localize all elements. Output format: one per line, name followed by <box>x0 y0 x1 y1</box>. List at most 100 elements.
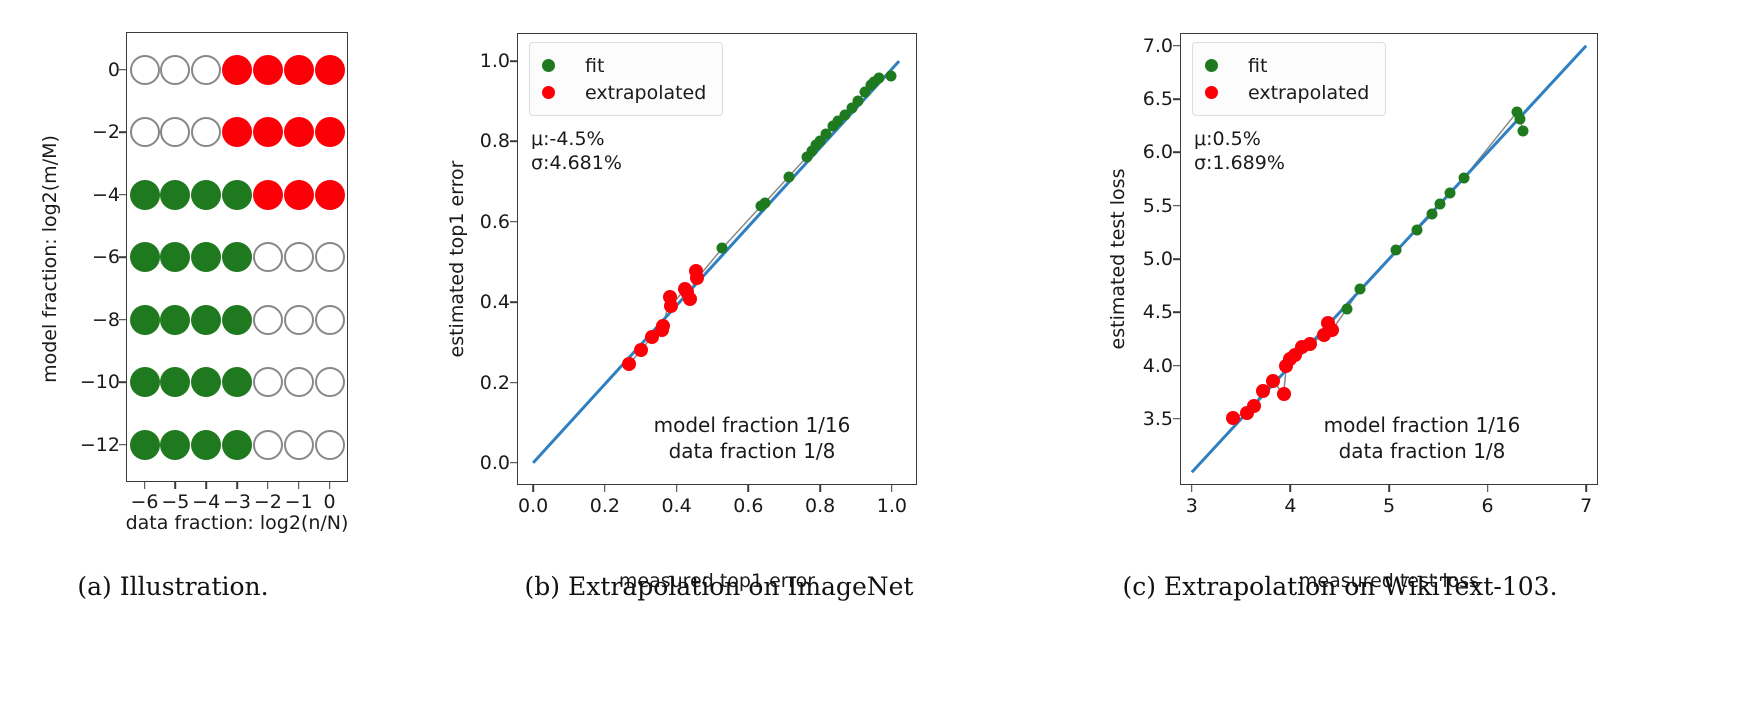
ytick-mark <box>1173 204 1180 207</box>
scatter-point-extrapolated <box>656 318 671 333</box>
illustration-cell-empty <box>283 429 314 460</box>
xtick-label: 5 <box>1382 495 1396 517</box>
illustration-cell-empty <box>314 367 345 397</box>
illustration-cell-red <box>222 54 252 85</box>
illustration-cell-empty <box>191 54 222 85</box>
xtick-label: −2 <box>253 491 282 513</box>
scatter-point-fit <box>820 128 832 140</box>
panel-b-annotation: model fraction 1/16 data fraction 1/8 <box>622 412 882 464</box>
ytick-label: 5.5 <box>1142 194 1173 217</box>
illustration-cell-green <box>129 304 160 335</box>
ytick-label: 5.0 <box>1142 248 1173 270</box>
illustration-cell-green <box>160 367 191 397</box>
illustration-cell-green <box>191 179 222 210</box>
xtick-mark <box>532 485 534 492</box>
panel-c-legend-row-fit: fit <box>1205 52 1369 79</box>
xtick-mark <box>747 485 750 492</box>
xtick-label: 1.0 <box>876 495 907 517</box>
xtick-label: 6 <box>1481 495 1494 517</box>
scatter-point-fit <box>827 120 839 132</box>
panel-a-illustration: model fraction: log2(m/M) data fraction:… <box>0 0 400 726</box>
scatter-point-extrapolated <box>633 343 648 358</box>
illustration-cell-empty <box>314 242 345 272</box>
xtick-mark <box>328 482 331 489</box>
ytick-mark <box>510 462 517 464</box>
illustration-cell-green <box>191 367 222 397</box>
panel-b-xtick-group: 0.0 0.2 0.4 0.6 0.8 1.0 <box>517 495 917 523</box>
scatter-point-fit <box>1444 187 1456 199</box>
panel-b-xtickmark-group <box>517 485 917 493</box>
panel-c-legend-label-extrapolated: extrapolated <box>1248 81 1370 104</box>
ytick-label: −6 <box>91 246 120 268</box>
ytick-label: −8 <box>91 308 120 331</box>
ytick-label: 0.2 <box>479 371 510 394</box>
illustration-cell-green <box>160 429 191 460</box>
panel-c-xlabel: measured test loss <box>1298 570 1480 592</box>
xtick-mark <box>143 482 146 489</box>
panel-b-annotation-line-2: data fraction 1/8 <box>668 439 836 463</box>
illustration-cell-green <box>222 179 252 210</box>
scatter-point-fit <box>1514 113 1526 125</box>
scatter-point-fit <box>1426 208 1438 220</box>
scatter-point-fit <box>1411 224 1423 236</box>
fit-marker-icon <box>542 59 555 72</box>
scatter-point-extrapolated <box>690 271 705 286</box>
xtick-label: 0.0 <box>518 495 549 517</box>
scatter-point-fit <box>1434 198 1446 210</box>
panel-c-xtickmark-group <box>1180 485 1598 493</box>
ytick-label: 0.8 <box>479 130 510 153</box>
illustration-cell-empty <box>160 54 191 85</box>
xtick-mark <box>819 485 821 492</box>
illustration-cell-green <box>160 242 191 272</box>
scatter-point-extrapolated <box>1276 387 1291 402</box>
scatter-point-fit <box>1511 106 1523 118</box>
illustration-cell-green <box>222 304 252 335</box>
xtick-label: −4 <box>192 491 221 513</box>
ytick-mark <box>1173 151 1180 154</box>
xtick-mark <box>1191 485 1193 492</box>
illustration-cell-green <box>222 367 252 397</box>
illustration-cell-empty <box>283 304 314 335</box>
ytick-mark <box>119 193 126 196</box>
scatter-point-fit <box>846 102 858 114</box>
panel-c-stat-mu: μ:0.5% <box>1194 128 1261 150</box>
extrapolated-marker-icon <box>1205 86 1218 99</box>
illustration-cell-green <box>129 179 160 210</box>
ytick-label: −4 <box>91 183 120 206</box>
panel-c-xtick-group: 3 4 5 6 7 <box>1180 495 1598 523</box>
illustration-cell-green <box>191 242 222 272</box>
panel-b-stat-sigma: σ:4.681% <box>531 152 622 175</box>
xtick-mark <box>205 482 207 489</box>
panel-b-stat-mu: μ:-4.5% <box>531 128 605 150</box>
xtick-label: 0.2 <box>589 495 620 517</box>
xtick-mark <box>267 482 269 489</box>
scatter-point-fit <box>783 171 795 183</box>
illustration-cell-red <box>283 117 314 147</box>
subcaption-b: (b) Extrapolation on ImageNet <box>524 572 914 601</box>
panel-b-imagenet: estimated top1 error measured top1 error… <box>400 0 980 726</box>
ytick-label: 4.5 <box>1142 301 1173 324</box>
panel-c-wikitext: estimated test loss measured test loss 3… <box>980 0 1760 726</box>
illustration-cell-green <box>160 304 191 335</box>
panel-c-legend-row-extrapolated: extrapolated <box>1205 79 1369 106</box>
ytick-mark <box>1173 418 1180 420</box>
panel-c-annotation-line-1: model fraction 1/16 <box>1323 413 1521 437</box>
xtick-mark <box>174 482 177 489</box>
illustration-cell-green <box>129 429 160 460</box>
xtick-label: −6 <box>130 491 159 513</box>
scatter-point-fit <box>1341 303 1353 315</box>
ytick-mark <box>510 140 517 143</box>
illustration-cell-green <box>222 242 252 272</box>
xtick-mark <box>1289 485 1292 492</box>
ytick-label: 1.0 <box>479 50 510 73</box>
xtick-label: −3 <box>222 491 252 513</box>
ytick-label: 0.0 <box>479 451 510 474</box>
illustration-cell-red <box>283 54 314 85</box>
illustration-cell-red <box>252 54 283 85</box>
scatter-point-extrapolated <box>1324 323 1339 338</box>
xtick-label: 0.8 <box>805 495 836 517</box>
illustration-cell-empty <box>160 117 191 147</box>
panel-a-xlabel: data fraction: log2(n/N) <box>125 512 349 534</box>
scatter-point-extrapolated <box>1246 399 1261 414</box>
ytick-mark <box>510 301 517 303</box>
